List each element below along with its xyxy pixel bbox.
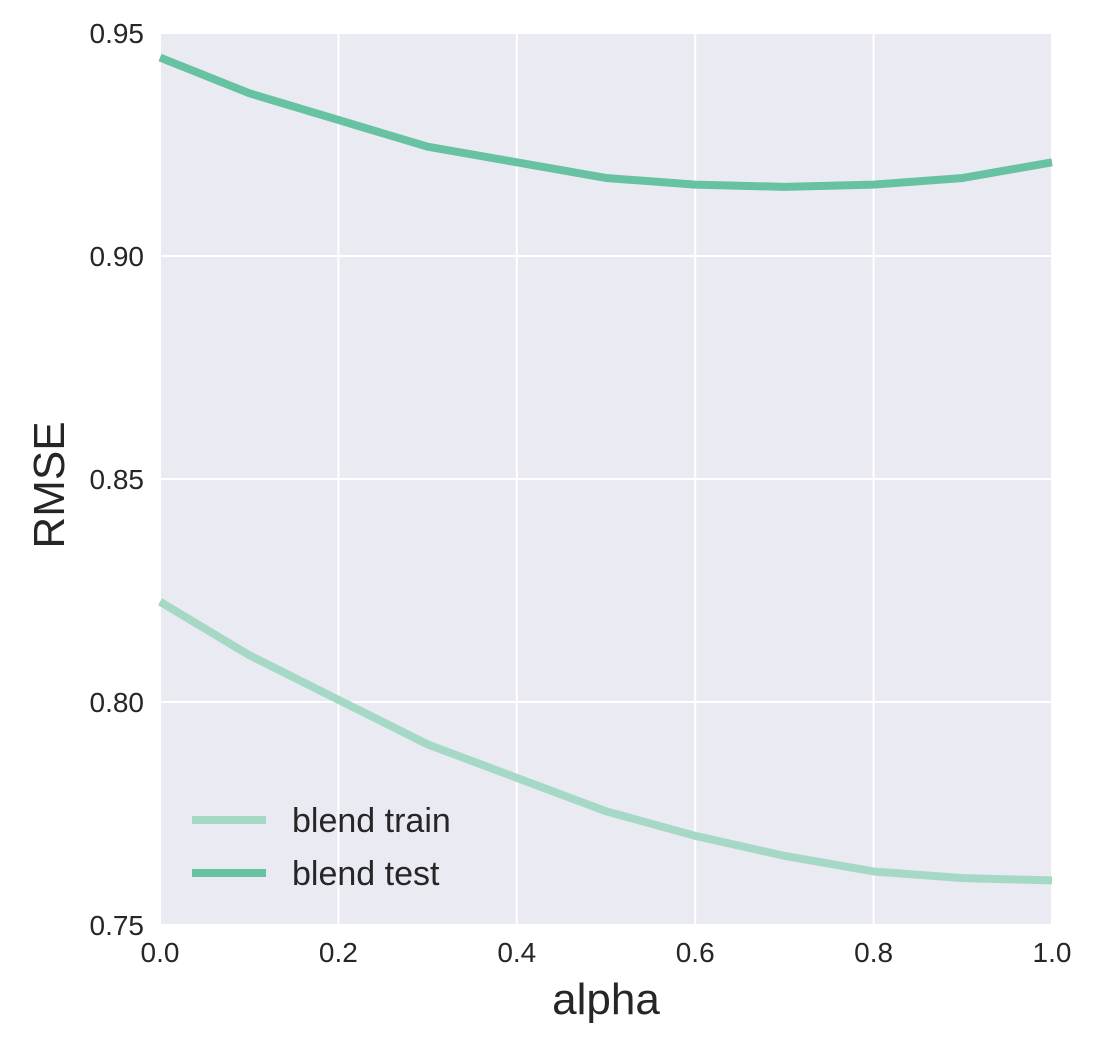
x-tick-label: 0.6 bbox=[676, 937, 715, 968]
y-tick-labels: 0.75 0.80 0.85 0.90 0.95 bbox=[90, 18, 145, 941]
y-tick-label: 0.95 bbox=[90, 18, 145, 49]
x-tick-labels: 0.0 0.2 0.4 0.6 0.8 1.0 bbox=[141, 937, 1072, 968]
x-tick-label: 0.4 bbox=[497, 937, 536, 968]
legend: blend train blend test bbox=[192, 802, 451, 893]
x-tick-label: 1.0 bbox=[1033, 937, 1072, 968]
y-tick-label: 0.75 bbox=[90, 910, 145, 941]
y-tick-label: 0.85 bbox=[90, 464, 145, 495]
legend-label-blend-train: blend train bbox=[292, 802, 451, 840]
y-axis-label: RMSE bbox=[25, 421, 74, 548]
x-tick-label: 0.0 bbox=[141, 937, 180, 968]
series-line-blend-test bbox=[158, 53, 1053, 191]
series-lines bbox=[157, 53, 1053, 885]
x-tick-label: 0.8 bbox=[854, 937, 893, 968]
grid-lines bbox=[159, 32, 1053, 926]
x-axis-label: alpha bbox=[552, 975, 660, 1024]
y-tick-label: 0.90 bbox=[90, 241, 145, 272]
y-tick-label: 0.80 bbox=[90, 687, 145, 718]
series-line-blend-train bbox=[157, 598, 1053, 885]
legend-label-blend-test: blend test bbox=[292, 855, 440, 893]
x-tick-label: 0.2 bbox=[319, 937, 358, 968]
